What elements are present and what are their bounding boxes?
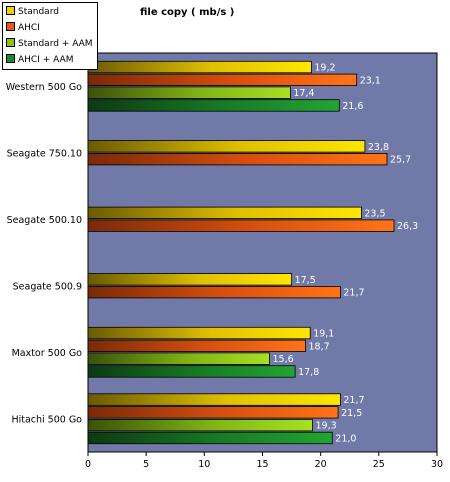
bar-standard-5 xyxy=(87,393,341,406)
value-labels: 19,2 23,1 17,4 21,6 23,825,7 23,5 26,3 17,5 21,7… xyxy=(273,63,419,445)
category-label-0: Western 500 Go xyxy=(6,82,82,93)
bar-standard-2 xyxy=(87,206,362,220)
bar-standard-3 xyxy=(87,273,293,286)
value-label-ahci-aam-5: 21,0 xyxy=(335,434,356,445)
bar-standard-aam-5 xyxy=(87,418,313,432)
bar-ahci-3 xyxy=(87,285,341,299)
plot-area xyxy=(87,52,438,453)
value-label-ahci-3: 21,7 xyxy=(343,288,364,299)
value-label-ahci-2: 26,3 xyxy=(397,221,418,232)
category-label-5: Hitachi 500 Go xyxy=(11,414,82,425)
value-label-standard-aam-5: 19,3 xyxy=(316,421,337,432)
category-labels: Western 500 Go Seagate 750.10 Seagate 500.… xyxy=(6,82,83,425)
bar-ahci-4 xyxy=(87,339,306,353)
x-tick-label-3: 15 xyxy=(256,459,268,470)
legend-item-standard-aam: Standard + AAM xyxy=(6,38,93,50)
x-tick-label-1: 5 xyxy=(143,459,149,470)
bar-ahci-aam-5 xyxy=(87,431,333,445)
legend-swatch-standard-aam xyxy=(6,38,15,47)
value-label-standard-4: 19,1 xyxy=(313,329,334,340)
value-label-ahci-aam-0: 21,6 xyxy=(342,101,363,112)
legend-swatch-ahci xyxy=(6,22,15,31)
value-label-standard-2: 23,5 xyxy=(364,208,385,219)
legend-swatch-ahci-aam xyxy=(6,54,15,63)
category-label-4: Maxtor 500 Go xyxy=(12,348,83,359)
legend-swatch-standard xyxy=(6,6,15,15)
value-label-standard-aam-4: 15,6 xyxy=(273,354,294,365)
bar-standard-aam-0 xyxy=(87,86,291,99)
value-label-standard-0: 19,2 xyxy=(314,63,335,74)
legend-label-standard: Standard xyxy=(18,7,59,17)
legend: Standard AHCI Standard + AAM AHCI + AAM xyxy=(2,2,98,70)
bar-ahci-0 xyxy=(87,73,358,86)
legend-label-standard-aam: Standard + AAM xyxy=(18,39,93,49)
chart-title: file copy ( mb/s ) xyxy=(140,7,235,18)
legend-item-standard: Standard xyxy=(6,6,59,18)
legend-label-ahci: AHCI xyxy=(18,23,40,33)
x-tick-label-0: 0 xyxy=(85,459,91,470)
value-label-ahci-0: 23,1 xyxy=(360,75,381,86)
value-label-standard-aam-0: 17,4 xyxy=(293,88,314,99)
bars xyxy=(87,60,395,445)
legend-item-ahci-aam: AHCI + AAM xyxy=(6,54,73,66)
bar-standard-4 xyxy=(87,326,311,340)
bar-standard-aam-4 xyxy=(87,352,270,365)
bar-ahci-2 xyxy=(87,219,395,232)
bar-standard-1 xyxy=(87,140,366,153)
bar-ahci-1 xyxy=(87,152,388,166)
value-label-ahci-aam-4: 17,8 xyxy=(298,367,319,378)
legend-item-ahci: AHCI xyxy=(6,22,40,34)
bar-ahci-aam-4 xyxy=(87,365,296,378)
category-label-1: Seagate 750.10 xyxy=(7,148,82,159)
value-label-standard-1: 23,8 xyxy=(368,142,389,153)
x-tick-label-2: 10 xyxy=(198,459,210,470)
category-label-3: Seagate 500.9 xyxy=(13,281,82,292)
x-tick-label-4: 20 xyxy=(315,459,327,470)
value-label-ahci-5: 21,5 xyxy=(341,408,362,419)
x-tick-label-6: 30 xyxy=(431,459,443,470)
x-tick-label-5: 25 xyxy=(373,459,385,470)
value-label-standard-5: 21,7 xyxy=(343,395,364,406)
legend-label-ahci-aam: AHCI + AAM xyxy=(18,55,74,65)
bar-standard-0 xyxy=(87,60,312,74)
bar-ahci-5 xyxy=(87,406,339,419)
bar-ahci-aam-0 xyxy=(87,99,340,112)
value-label-standard-3: 17,5 xyxy=(295,275,316,286)
value-label-ahci-4: 18,7 xyxy=(309,341,330,352)
category-label-2: Seagate 500.10 xyxy=(7,215,82,226)
value-label-ahci-1: 25,7 xyxy=(390,155,411,166)
x-axis: 0 5 10 15 20 25 30 xyxy=(85,452,443,470)
